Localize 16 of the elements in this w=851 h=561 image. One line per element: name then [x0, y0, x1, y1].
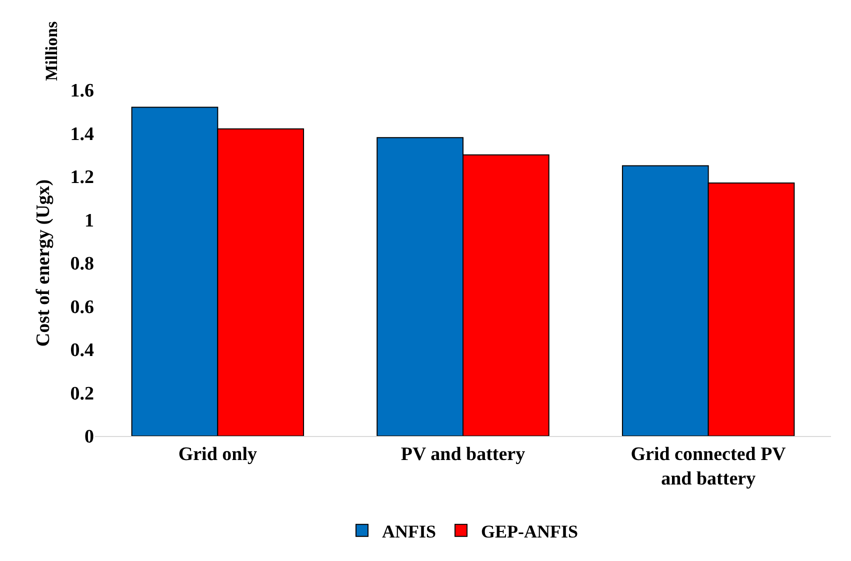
y-axis-title: Cost of energy (Ugx)	[33, 179, 54, 347]
x-tick-label: Grid only	[178, 444, 258, 465]
y-tick-label: 0	[84, 426, 94, 448]
x-tick-label: Grid connected PV and battery	[630, 444, 786, 490]
y-tick-label: 1	[84, 210, 94, 232]
y-tick-label: 0.6	[70, 296, 94, 318]
y-tick-label: 0.8	[70, 254, 94, 275]
x-tick-label: PV and battery	[400, 444, 526, 465]
y-tick-label: 0.4	[70, 340, 94, 362]
y-tick-label: 1.2	[70, 167, 94, 188]
legend-label: ANFIS	[382, 521, 436, 542]
y-tick-label: 1.6	[70, 80, 94, 102]
text: Millions	[42, 21, 61, 81]
legend-label: GEP-ANFIS	[481, 521, 578, 542]
y-tick-label: 1.4	[70, 124, 94, 145]
y-tick-label: 0.2	[70, 383, 94, 404]
